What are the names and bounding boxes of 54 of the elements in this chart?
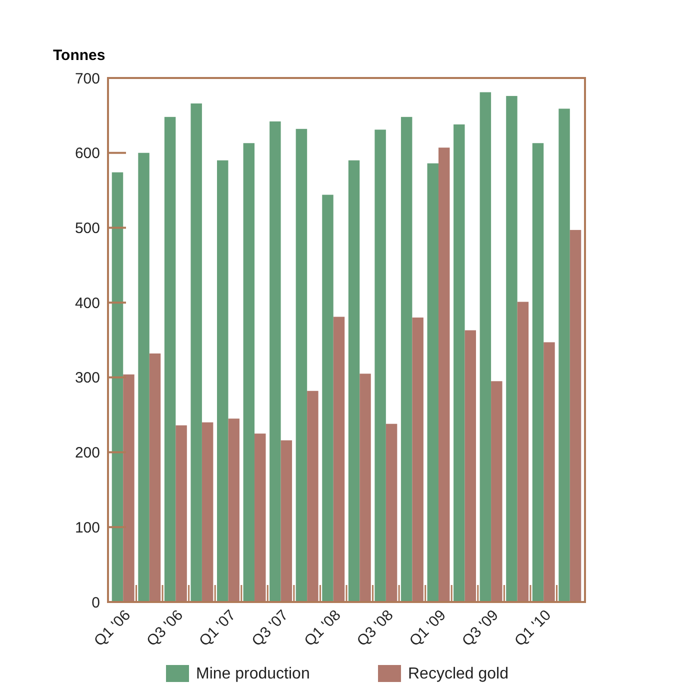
y-tick-label: 200 bbox=[74, 444, 100, 462]
bar bbox=[217, 160, 228, 602]
bar bbox=[243, 143, 255, 602]
y-tick-label: 700 bbox=[74, 70, 100, 88]
bar bbox=[491, 381, 502, 602]
bar bbox=[570, 230, 582, 602]
bar bbox=[138, 152, 150, 602]
y-tick-label: 400 bbox=[74, 294, 100, 312]
bar bbox=[517, 302, 529, 602]
y-axis-title: Tonnes bbox=[53, 47, 106, 64]
bar bbox=[544, 342, 555, 602]
bar bbox=[386, 424, 398, 602]
bar bbox=[270, 121, 281, 602]
bar bbox=[307, 390, 318, 602]
y-tick-label: 300 bbox=[74, 370, 100, 387]
y-tick-label: 100 bbox=[74, 519, 100, 536]
bar bbox=[400, 116, 412, 602]
bar bbox=[112, 172, 124, 602]
bar bbox=[438, 148, 450, 602]
x-tick-label: Q1 '08 bbox=[301, 606, 344, 650]
bar bbox=[454, 124, 465, 602]
legend-label: Mine production bbox=[196, 666, 310, 683]
bar bbox=[506, 96, 518, 602]
x-tick-label: Q3 '06 bbox=[144, 606, 186, 650]
bar bbox=[427, 163, 438, 602]
x-tick-label: Q3 '07 bbox=[248, 606, 292, 650]
bar bbox=[296, 128, 308, 602]
bar bbox=[558, 108, 570, 602]
bar bbox=[322, 194, 334, 602]
x-tick-label: Q1 '09 bbox=[406, 606, 450, 650]
y-tick-label: 600 bbox=[74, 145, 100, 162]
bar bbox=[360, 374, 371, 602]
x-tick-label: Q1 '10 bbox=[511, 606, 554, 650]
x-tick-label: Q3 '08 bbox=[354, 606, 397, 650]
bar bbox=[280, 440, 292, 602]
bar bbox=[228, 418, 240, 602]
x-tick-label: Q3 '09 bbox=[458, 606, 502, 650]
bar bbox=[374, 130, 386, 602]
x-tick-label: Q1 '07 bbox=[196, 606, 240, 650]
bar bbox=[202, 422, 214, 602]
bar bbox=[123, 374, 134, 602]
bar bbox=[254, 434, 266, 602]
bar bbox=[149, 353, 161, 602]
bar bbox=[190, 103, 202, 602]
bar bbox=[176, 425, 187, 602]
y-tick-label: 500 bbox=[74, 220, 100, 237]
legend-label: Recycled gold bbox=[408, 666, 508, 683]
bar bbox=[412, 318, 424, 602]
bar bbox=[333, 316, 345, 602]
bar bbox=[464, 330, 476, 602]
bar bbox=[348, 160, 360, 602]
bar bbox=[532, 143, 544, 602]
bar bbox=[480, 92, 492, 602]
bar bbox=[164, 116, 176, 602]
